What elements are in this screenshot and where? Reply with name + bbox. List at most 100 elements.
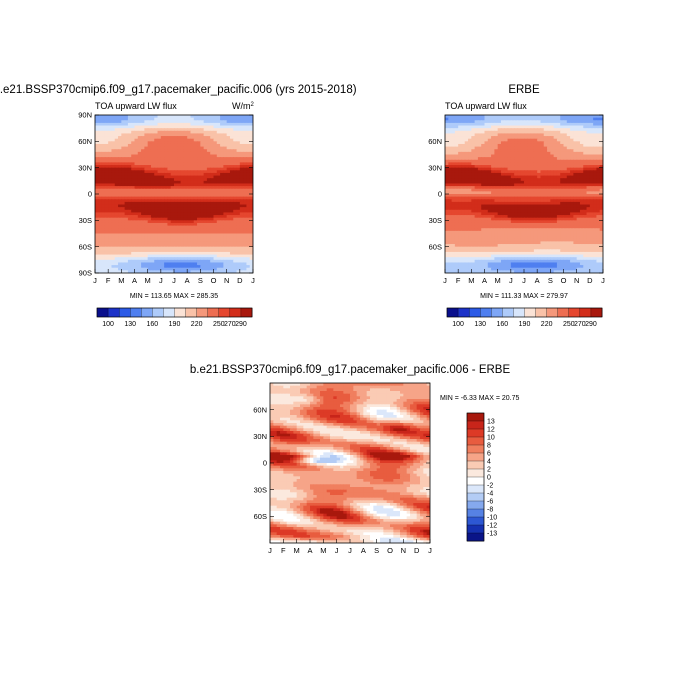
- panel-model-cell: [134, 141, 139, 145]
- panel-obs-cell: [583, 143, 588, 148]
- panel-obs-cell: [504, 217, 509, 221]
- panel-model-cell: [111, 199, 116, 203]
- panel-model-cell: [108, 159, 113, 163]
- panel-model-cell: [203, 220, 208, 224]
- panel-obs-cell: [560, 136, 565, 140]
- panel-model-cell: [193, 196, 198, 200]
- panel-obs-cell: [504, 212, 509, 216]
- panel-model-cell: [226, 259, 231, 264]
- panel-model-cell: [249, 246, 253, 250]
- panel-model-cell: [147, 175, 152, 179]
- panel-obs-cell: [599, 146, 603, 150]
- panel-model-cell: [193, 167, 198, 171]
- panel-obs-cell: [530, 128, 535, 132]
- panel-obs-cell: [563, 196, 568, 200]
- panel-obs-cell: [596, 212, 601, 216]
- panel-model-cell: [124, 194, 129, 198]
- panel-model-cell: [144, 233, 149, 237]
- panel-model-cell: [154, 178, 159, 182]
- panel-model-cell: [210, 175, 215, 179]
- panel-model-cell: [183, 178, 188, 182]
- panel-model-cell: [177, 207, 182, 211]
- panel-obs-cell: [487, 128, 492, 132]
- panel-obs-cell: [445, 143, 449, 148]
- panel-model-cell: [104, 209, 109, 214]
- panel-model-cell: [190, 188, 195, 192]
- panel-model-cell: [108, 249, 113, 253]
- panel-model-cell: [134, 259, 139, 264]
- panel-model-colorbar-box: [207, 307, 220, 318]
- panel-model-cell: [200, 115, 205, 119]
- panel-model-cell: [98, 207, 103, 211]
- panel-obs-cell: [504, 157, 509, 161]
- panel-model-cell: [233, 204, 238, 208]
- panel-model-cell: [101, 196, 106, 200]
- panel-obs-cell: [533, 180, 538, 185]
- panel-model-cell: [229, 212, 234, 216]
- panel-model-cell: [144, 199, 149, 203]
- panel-model-cell: [147, 151, 152, 156]
- panel-model-cell: [101, 249, 106, 253]
- panel-obs-cell: [454, 199, 459, 203]
- panel-obs-cell: [477, 165, 482, 169]
- panel-obs-cell: [553, 122, 558, 127]
- panel-model-cell: [239, 207, 244, 211]
- panel-model-cell: [108, 215, 113, 219]
- panel-model-cell: [170, 233, 175, 237]
- panel-model-cell: [150, 249, 155, 253]
- panel-model-cell: [183, 217, 188, 221]
- panel-obs-cell: [576, 186, 581, 190]
- panel-obs-cell: [586, 199, 591, 203]
- panel-model-cell: [239, 251, 244, 256]
- panel-model-cell: [233, 149, 238, 153]
- panel-model-cell: [193, 180, 198, 185]
- panel-model-cell: [190, 262, 195, 266]
- panel-obs-cell: [494, 165, 499, 169]
- panel-obs-cell: [599, 151, 603, 156]
- panel-model-cell: [233, 143, 238, 148]
- panel-obs-cell: [514, 196, 519, 200]
- panel-model-cell: [118, 191, 122, 195]
- panel-model-cell: [111, 244, 116, 248]
- panel-model-cell: [229, 125, 234, 129]
- panel-model-cell: [206, 204, 211, 208]
- panel-model-cell: [246, 191, 251, 195]
- panel-obs-cell: [458, 133, 463, 137]
- panel-obs-cell: [556, 215, 561, 219]
- panel-model-cell: [210, 133, 215, 137]
- panel-model-cell: [114, 170, 119, 174]
- panel-model-cell: [160, 246, 165, 250]
- panel-obs-cell: [540, 172, 545, 177]
- panel-model-cell: [200, 230, 205, 235]
- panel-model-cell: [137, 215, 142, 219]
- panel-obs-cell: [550, 204, 555, 208]
- panel-model-cell: [147, 230, 152, 235]
- panel-model-cell: [223, 204, 228, 208]
- panel-model-cell: [121, 194, 126, 198]
- panel-model-cell: [121, 254, 126, 258]
- panel-obs-cell: [471, 130, 476, 135]
- panel-obs-cell: [566, 191, 571, 195]
- panel-model-cell: [141, 254, 145, 258]
- panel-model-cell: [104, 246, 109, 250]
- panel-model-cell: [187, 133, 192, 137]
- panel-obs-cell: [586, 159, 591, 163]
- panel-model-cell: [249, 220, 253, 224]
- panel-obs-cell: [540, 122, 545, 127]
- panel-model-cell: [190, 159, 195, 163]
- panel-obs-cell: [461, 178, 466, 182]
- panel-model-cell: [203, 151, 208, 156]
- panel-model-cell: [213, 230, 218, 235]
- panel-model-cell: [206, 257, 211, 261]
- panel-obs-cell: [543, 207, 548, 211]
- panel-obs-cell: [468, 186, 472, 190]
- panel-model-cell: [246, 167, 251, 171]
- panel-model-cell: [104, 146, 109, 150]
- panel-model-cell: [216, 122, 221, 127]
- panel-model-cell: [223, 225, 228, 229]
- panel-obs-cell: [570, 115, 574, 119]
- panel-model-cell: [101, 236, 106, 240]
- panel-model-cell: [98, 183, 103, 187]
- panel-model-cell: [223, 209, 228, 214]
- panel-model-cell: [187, 204, 192, 208]
